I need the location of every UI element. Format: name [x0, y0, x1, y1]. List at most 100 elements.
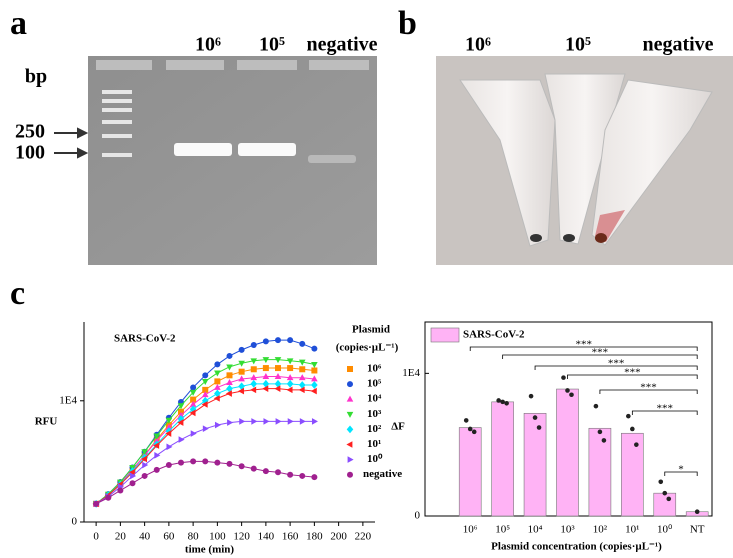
bracket [599, 389, 698, 394]
marker [105, 494, 112, 501]
y-tick-label: 1E4 [402, 367, 420, 379]
data-point [561, 375, 566, 380]
marker [286, 379, 294, 388]
marker [153, 466, 160, 473]
panel-label: c [10, 275, 25, 312]
data-point [694, 509, 700, 515]
marker [299, 472, 306, 479]
marker [298, 359, 306, 366]
marker [311, 345, 318, 352]
x-tick-label: 10⁰ [657, 524, 673, 536]
bar [523, 412, 547, 517]
marker [251, 418, 258, 425]
marker [250, 366, 257, 373]
marker [299, 340, 306, 347]
legend-title: Plasmid [352, 324, 390, 336]
x-tick-label: 200 [330, 531, 347, 543]
legend-marker [346, 395, 354, 402]
data-point [597, 429, 603, 435]
marker [239, 418, 246, 425]
x-tick-label: 160 [282, 531, 299, 543]
marker [274, 357, 282, 364]
series-line [95, 460, 315, 505]
marker [165, 430, 172, 437]
data-point [500, 399, 505, 405]
marker [275, 469, 281, 476]
bracket [534, 365, 698, 370]
significance-label: *** [608, 358, 625, 370]
marker [298, 374, 306, 381]
x-tick-label: 10³ [560, 524, 575, 536]
marker [226, 460, 233, 467]
x-tick-label: 20 [115, 531, 127, 543]
marker [238, 382, 245, 391]
bar [653, 492, 677, 517]
data-point [593, 403, 599, 409]
marker [214, 421, 221, 429]
marker [202, 425, 209, 432]
marker [129, 480, 136, 487]
marker [201, 391, 209, 398]
marker [178, 459, 184, 466]
marker [177, 411, 185, 418]
significance-label: *** [592, 347, 609, 359]
marker [165, 417, 173, 424]
x-axis-label: Plasmid concentration (copies·µL⁻¹) [491, 541, 662, 553]
marker [141, 472, 148, 479]
marker [238, 346, 245, 353]
marker [226, 352, 233, 359]
marker [189, 389, 197, 396]
marker [274, 385, 281, 392]
marker [238, 463, 245, 470]
tube-label: 10⁶ [465, 34, 491, 56]
marker [274, 379, 282, 388]
x-tick-label: 60 [163, 531, 175, 543]
marker [226, 372, 233, 379]
marker [214, 378, 221, 385]
data-point [634, 442, 639, 447]
legend-label: 10⁵ [367, 378, 382, 390]
marker [286, 374, 294, 381]
marker [287, 418, 294, 425]
marker [274, 372, 282, 379]
x-tick-label: 180 [306, 531, 323, 543]
marker [166, 443, 173, 451]
marker [225, 390, 232, 397]
marker [226, 384, 233, 393]
bracket [664, 471, 698, 476]
arrows [54, 127, 89, 159]
x-tick-label: 10⁴ [528, 524, 543, 536]
y-axis-label: ΔF [391, 421, 405, 433]
marker [262, 372, 270, 379]
marker [214, 370, 221, 377]
marker [238, 375, 245, 382]
x-tick-label: 10⁶ [463, 524, 478, 536]
marker [178, 436, 185, 443]
marker [311, 381, 318, 389]
marker [178, 408, 184, 415]
marker [93, 500, 100, 507]
tube-photo [436, 56, 733, 265]
marker [250, 379, 258, 388]
legend-marker [346, 441, 353, 448]
x-axis-label: time (min) [185, 544, 235, 556]
data-point [658, 479, 664, 485]
marker [286, 386, 293, 394]
panel-label: a [10, 5, 27, 42]
tube-label: negative [642, 34, 713, 56]
data-point [504, 401, 509, 406]
marker [287, 471, 294, 478]
marker [153, 437, 161, 444]
bar [588, 427, 612, 517]
marker [238, 360, 245, 367]
bar [491, 401, 514, 517]
bracket [469, 346, 698, 351]
x-tick-label: NT [690, 524, 705, 536]
marker [128, 469, 135, 476]
marker [286, 358, 294, 365]
marker [177, 419, 184, 426]
legend-label: 10⁶ [367, 363, 382, 375]
annotation: SARS-CoV-2 [114, 333, 176, 345]
data-point [666, 496, 672, 502]
